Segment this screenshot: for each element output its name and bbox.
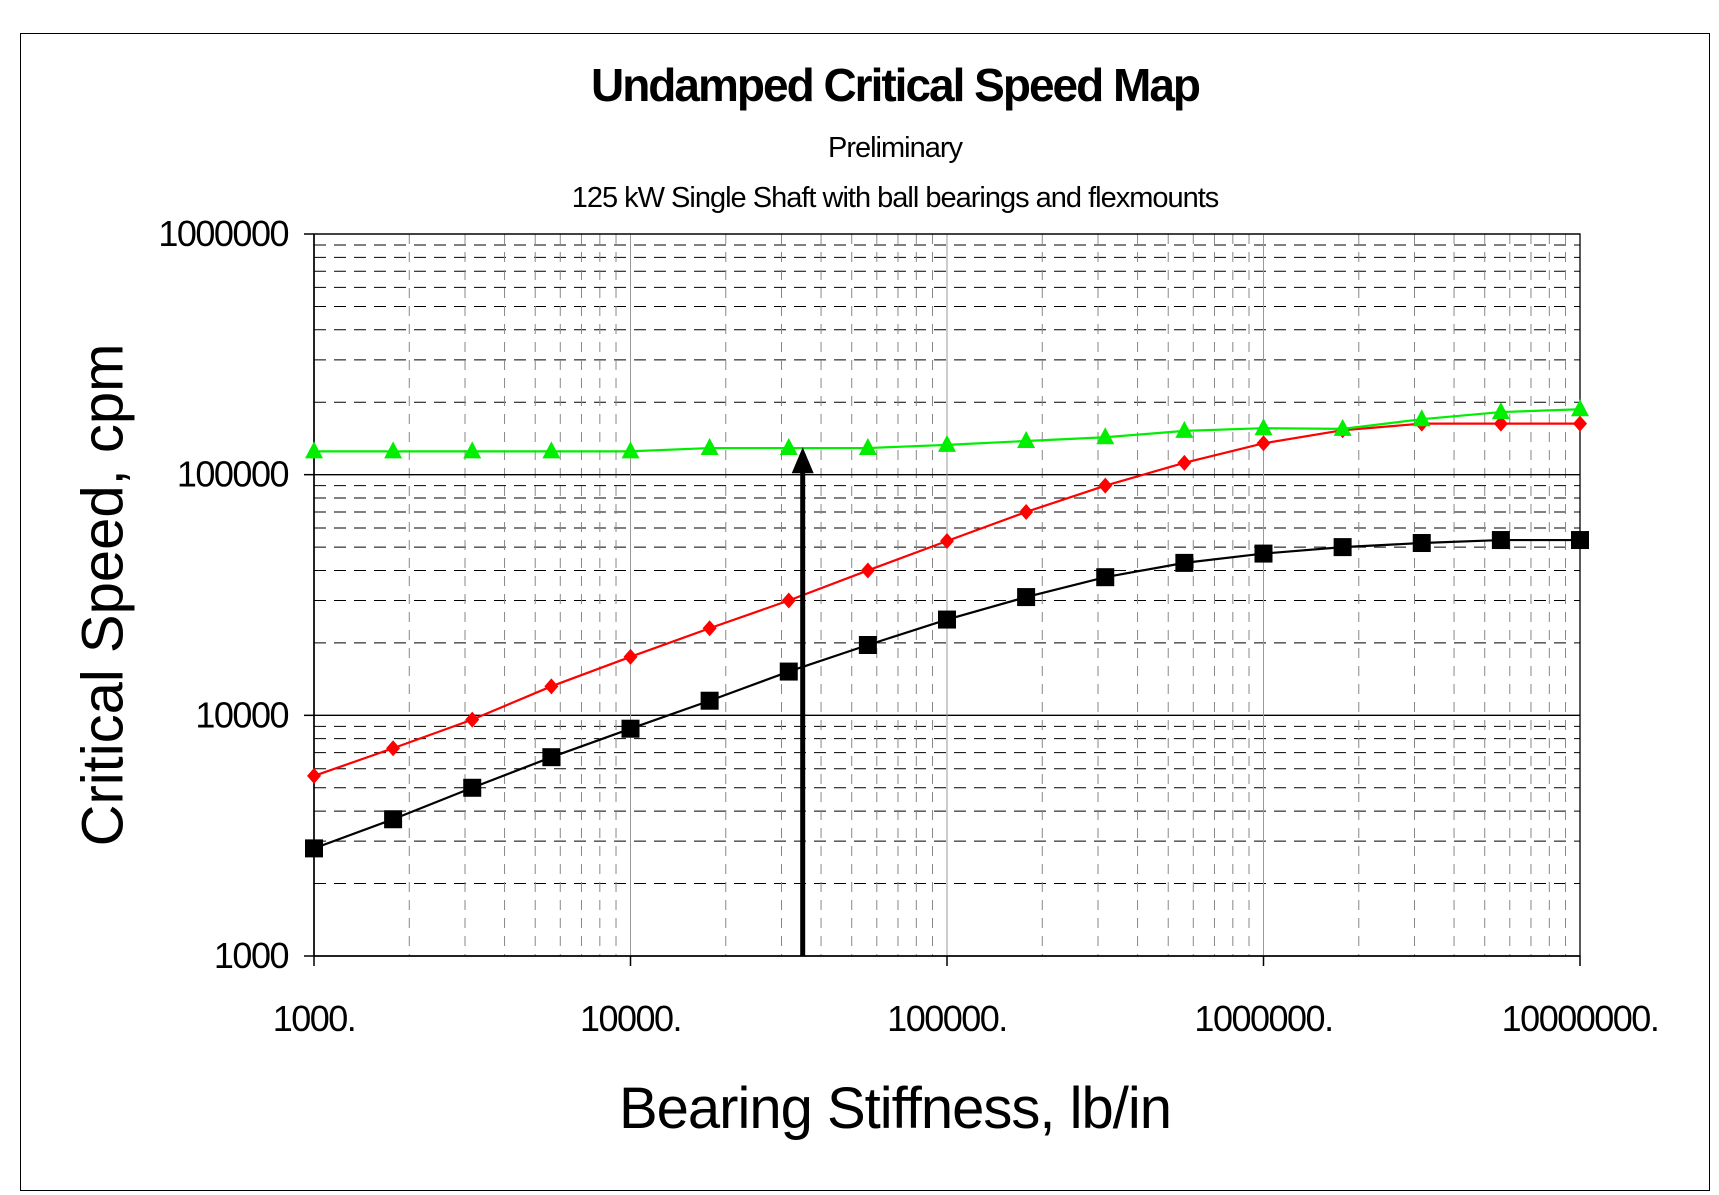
diamond-marker (1573, 415, 1587, 432)
arrow-head (791, 447, 814, 474)
y-tick-label: 1000 (214, 935, 289, 976)
square-marker (1017, 588, 1036, 607)
triangle-marker (1412, 409, 1431, 427)
square-marker (542, 748, 561, 767)
x-tick-label: 100000. (887, 998, 1007, 1039)
square-marker (1491, 531, 1510, 550)
diamond-marker (702, 620, 717, 637)
triangle-marker (1254, 418, 1273, 436)
diamond-marker (386, 740, 401, 757)
square-marker (463, 778, 482, 797)
square-marker (1412, 534, 1431, 553)
triangle-marker (700, 438, 719, 456)
triangle-marker (1571, 399, 1589, 417)
triangle-marker (305, 441, 323, 459)
x-axis-label: Bearing Stiffness, lb/in (618, 1076, 1172, 1141)
diamond-marker (307, 767, 321, 784)
diamond-marker (860, 562, 875, 579)
square-marker (1571, 531, 1589, 550)
diamond-marker (1098, 477, 1113, 494)
square-marker (779, 662, 798, 681)
chart-frame (20, 33, 1710, 1191)
series-1 (305, 531, 1589, 858)
triangle-marker (1491, 402, 1510, 420)
square-marker (305, 839, 323, 858)
triangle-marker (1017, 431, 1036, 449)
square-marker (858, 635, 877, 654)
diamond-marker (544, 678, 559, 695)
y-tick-label: 1000000 (158, 213, 288, 254)
x-tick-label: 10000000. (1502, 998, 1659, 1039)
diamond-marker (1177, 454, 1192, 471)
square-marker (1333, 538, 1352, 557)
chart-title: Undamped Critical Speed Map (590, 59, 1201, 111)
y-tick-label: 10000 (195, 694, 288, 735)
square-marker (621, 719, 640, 738)
diamond-marker (940, 533, 954, 550)
triangle-marker (1175, 420, 1194, 438)
square-marker (1096, 568, 1115, 587)
diamond-marker (1493, 415, 1508, 432)
x-tick-label: 1000. (273, 998, 356, 1039)
triangle-marker (463, 441, 482, 459)
square-marker (1254, 544, 1273, 563)
x-tick-label: 10000. (580, 998, 681, 1039)
triangle-marker (542, 441, 561, 459)
diamond-marker (465, 711, 480, 728)
triangle-marker (858, 438, 877, 456)
diamond-marker (781, 592, 796, 609)
triangle-marker (1333, 418, 1352, 436)
square-marker (384, 810, 403, 829)
y-tick-label: 100000 (177, 454, 289, 495)
square-marker (938, 610, 956, 629)
diamond-marker (1019, 503, 1034, 520)
triangle-marker (938, 434, 956, 452)
square-marker (1175, 553, 1194, 572)
square-marker (700, 691, 719, 710)
series-3 (305, 399, 1589, 459)
triangle-marker (621, 441, 640, 459)
diamond-marker (623, 648, 638, 665)
diamond-marker (1256, 435, 1271, 452)
x-tick-label: 1000000. (1194, 998, 1332, 1039)
triangle-marker (1096, 427, 1115, 445)
triangle-marker (384, 441, 403, 459)
triangle-marker (779, 438, 798, 456)
chart-subtitle-1: Preliminary (827, 132, 963, 164)
chart-subtitle-2: 125 kW Single Shaft with ball bearings a… (571, 182, 1220, 214)
